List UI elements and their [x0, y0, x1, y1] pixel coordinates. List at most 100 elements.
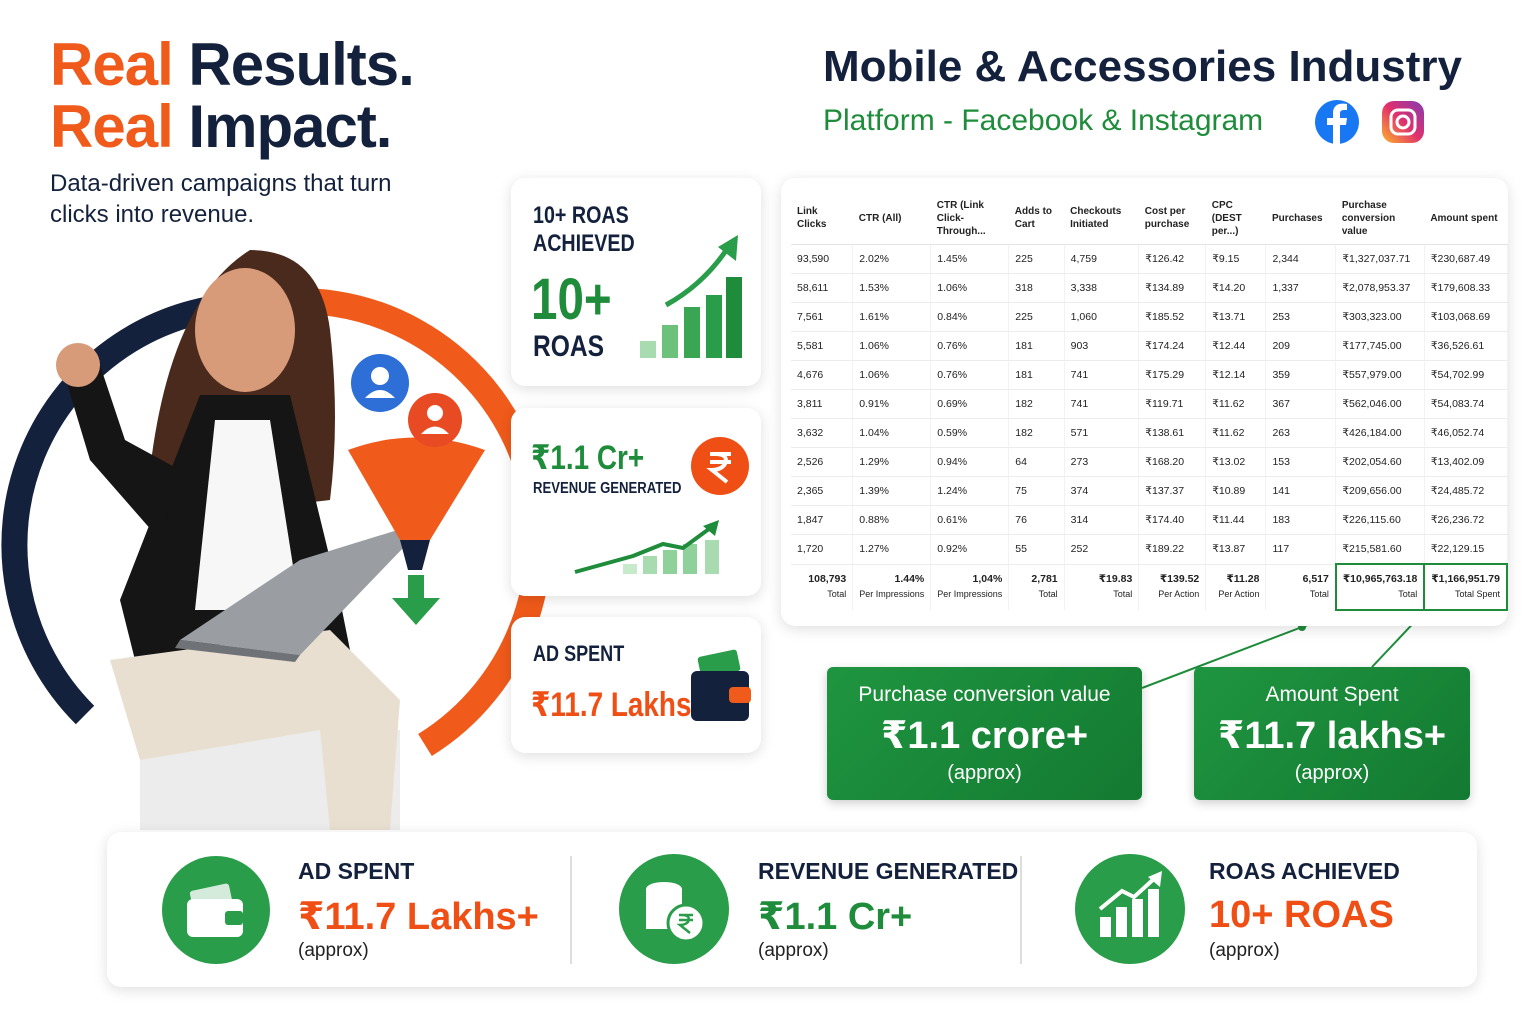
summary-icon [619, 854, 729, 964]
table-cell: 0.59% [930, 418, 1010, 448]
table-row: 3,632 1.04% 0.59% 182 571 ₹138.61 ₹11.62 263 ₹42… [791, 418, 1508, 448]
table-row: 2,365 1.39% 1.24% 75 374 ₹137.37 ₹10.89 141 ₹209… [791, 476, 1508, 506]
headline-accent: Real [50, 93, 174, 160]
total-cell: ₹139.52 Per Action [1138, 564, 1207, 610]
total-value: ₹139.52 [1159, 573, 1200, 586]
table-cell: ₹12.44 [1205, 331, 1267, 361]
table-cell: ₹119.71 [1138, 389, 1207, 419]
summary-value: ₹1.1 Cr+ [758, 896, 913, 938]
table-cell: 263 [1265, 418, 1337, 448]
total-note: Total [1038, 589, 1058, 600]
table-cell: ₹22,129.15 [1424, 534, 1508, 565]
total-note: Per Impressions [859, 589, 925, 600]
header-row: Link Clicks CTR (All) CTR (Link Click-Thro… [791, 192, 1507, 245]
table-cell: ₹24,485.72 [1424, 476, 1508, 506]
table-cell: ₹54,702.99 [1424, 360, 1508, 390]
card-unit: ROAS [533, 330, 605, 363]
total-note: Total [827, 589, 847, 600]
total-cell: 6,517 Total [1265, 564, 1337, 610]
table-cell: 1.29% [852, 447, 932, 477]
table-cell: 1.53% [852, 273, 932, 303]
total-note: Per Action [1218, 589, 1260, 600]
table-cell: ₹426,184.00 [1335, 418, 1425, 448]
summary-value: 10+ ROAS [1209, 894, 1394, 936]
rupee-icon [691, 437, 749, 495]
table-cell: ₹13,402.09 [1424, 447, 1508, 477]
table-cell: 314 [1064, 505, 1140, 535]
column-header: CPC (DEST per...) [1205, 192, 1266, 245]
table-cell: 1,060 [1064, 302, 1140, 332]
summary-label: REVENUE GENERATED [758, 858, 1019, 884]
icon-wallet [187, 899, 243, 937]
roas-card: 10+ ROAS ACHIEVED 10+ ROAS [511, 178, 761, 386]
icon-clasp [225, 911, 243, 925]
table-cell: 2,526 [791, 447, 854, 477]
table-cell: ₹26,236.72 [1424, 505, 1508, 535]
table-row: 5,581 1.06% 0.76% 181 903 ₹174.24 ₹12.44 209 ₹17… [791, 331, 1508, 361]
user-body [365, 390, 395, 398]
table-cell: ₹137.37 [1138, 476, 1207, 506]
total-cell: ₹19.83 Total [1064, 564, 1140, 610]
table-row: 4,676 1.06% 0.76% 181 741 ₹175.29 ₹12.14 359 ₹55… [791, 360, 1508, 390]
headline-rest: Results. [188, 31, 414, 98]
summary-note: (approx) [298, 940, 369, 961]
table-cell: 181 [1008, 331, 1065, 361]
column-header: Checkouts Initiated [1064, 192, 1139, 245]
table-cell: 1,337 [1265, 273, 1337, 303]
table-cell: ₹557,979.00 [1335, 360, 1425, 390]
table-cell: 183 [1265, 505, 1337, 535]
table-cell: ₹10.89 [1205, 476, 1267, 506]
table-row: 3,811 0.91% 0.69% 182 741 ₹119.71 ₹11.62 367 ₹56… [791, 389, 1508, 419]
icon-bar [662, 325, 678, 358]
total-value: 1.44% [894, 573, 925, 586]
summary-label: ROAS ACHIEVED [1209, 858, 1400, 884]
table-cell: 0.76% [930, 331, 1010, 361]
icon-arrowhead [718, 235, 738, 261]
table-cell: 1.06% [852, 331, 932, 361]
icon-bar [1132, 899, 1143, 937]
table-cell: ₹13.02 [1205, 447, 1267, 477]
callout-label: Amount Spent [1265, 683, 1399, 706]
table-cell: 75 [1008, 476, 1065, 506]
table-cell: ₹177,745.00 [1335, 331, 1425, 361]
table-cell: ₹126.42 [1138, 244, 1207, 274]
table-cell: 4,759 [1064, 244, 1140, 274]
table-cell: ₹134.89 [1138, 273, 1207, 303]
card-label: AD SPENT [533, 641, 625, 666]
top [195, 420, 300, 610]
icon-bar [726, 277, 742, 358]
table-cell: ₹13.87 [1205, 534, 1267, 565]
table-cell: 1,720 [791, 534, 854, 565]
divider [1020, 856, 1022, 964]
table-cell: ₹209,656.00 [1335, 476, 1425, 506]
revenue-card: ₹1.1 Cr+ REVENUE GENERATED [511, 408, 761, 596]
table-cell: 182 [1008, 389, 1065, 419]
table-cell: ₹14.20 [1205, 273, 1267, 303]
table-cell: ₹185.52 [1138, 302, 1207, 332]
total-value: 1,04% [972, 573, 1003, 586]
table-cell: 2.02% [852, 244, 932, 274]
table-cell: 2,365 [791, 476, 854, 506]
table-cell: 209 [1265, 331, 1337, 361]
table-cell: ₹54,083.74 [1424, 389, 1508, 419]
icon-rupee [676, 913, 693, 934]
user-head [371, 367, 389, 385]
icon-bar [643, 556, 657, 574]
divider [570, 856, 572, 964]
table-cell: ₹46,052.74 [1424, 418, 1508, 448]
table-cell: 4,676 [791, 360, 854, 390]
table-cell: ₹168.20 [1138, 447, 1207, 477]
table-cell: 367 [1265, 389, 1337, 419]
icon-line [574, 524, 715, 574]
total-cell: ₹10,965,763.18 Total [1334, 563, 1426, 611]
table-cell: ₹11.44 [1205, 505, 1267, 535]
table-cell: 0.94% [930, 447, 1010, 477]
table-cell: 318 [1008, 273, 1065, 303]
table-body: 93,590 2.02% 1.45% 225 4,759 ₹126.42 ₹9.15 2,34… [791, 244, 1508, 611]
table-cell: 252 [1064, 534, 1140, 565]
icon-clasp [729, 687, 751, 703]
total-cell: ₹1,166,951.79 Total Spent [1423, 563, 1508, 611]
total-cell: 1,04% Per Impressions [930, 564, 1010, 610]
